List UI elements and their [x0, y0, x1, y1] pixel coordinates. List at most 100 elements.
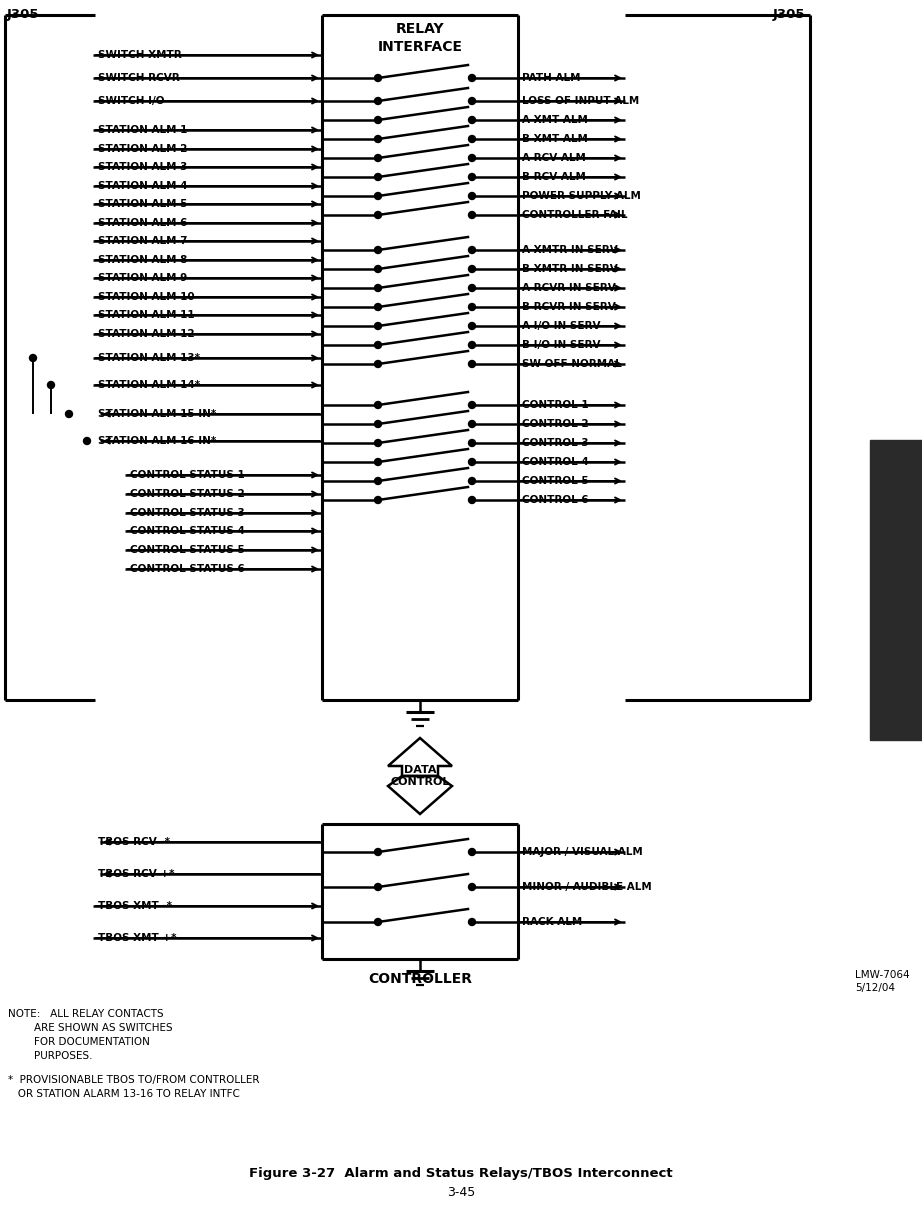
- Text: CONTROL 1: CONTROL 1: [522, 400, 588, 410]
- Text: *  PROVISIONABLE TBOS TO/FROM CONTROLLER: * PROVISIONABLE TBOS TO/FROM CONTROLLER: [8, 1075, 259, 1085]
- Text: MAJOR / VISUAL ALM: MAJOR / VISUAL ALM: [522, 847, 643, 857]
- Circle shape: [374, 246, 382, 253]
- Text: A RCV ALM: A RCV ALM: [522, 153, 585, 163]
- Text: STATION ALM 6: STATION ALM 6: [98, 218, 187, 228]
- Circle shape: [374, 884, 382, 890]
- Circle shape: [374, 135, 382, 142]
- Text: CONTROL STATUS 2: CONTROL STATUS 2: [130, 488, 244, 499]
- Circle shape: [374, 117, 382, 123]
- Circle shape: [468, 174, 476, 181]
- Text: POWER SUPPLY ALM: POWER SUPPLY ALM: [522, 191, 641, 201]
- Text: STATION ALM 11: STATION ALM 11: [98, 310, 195, 320]
- Text: SWITCH I/O: SWITCH I/O: [98, 96, 164, 106]
- Circle shape: [374, 285, 382, 292]
- Text: STATION ALM 4: STATION ALM 4: [98, 181, 187, 191]
- Text: STATION ALM 1: STATION ALM 1: [98, 125, 187, 135]
- Text: 3-45: 3-45: [447, 1187, 475, 1200]
- Circle shape: [468, 98, 476, 105]
- Text: STATION ALM 10: STATION ALM 10: [98, 292, 195, 302]
- Circle shape: [468, 361, 476, 368]
- Circle shape: [30, 355, 37, 362]
- Circle shape: [468, 884, 476, 890]
- Text: A XMTR IN SERV: A XMTR IN SERV: [522, 245, 618, 254]
- Circle shape: [468, 919, 476, 925]
- Text: STATION ALM 13*: STATION ALM 13*: [98, 353, 200, 363]
- Circle shape: [374, 75, 382, 82]
- Circle shape: [468, 341, 476, 349]
- Text: NOTE:   ALL RELAY CONTACTS: NOTE: ALL RELAY CONTACTS: [8, 1009, 163, 1019]
- Circle shape: [468, 458, 476, 466]
- Circle shape: [374, 421, 382, 427]
- Circle shape: [374, 154, 382, 162]
- Text: SWITCH XMTR: SWITCH XMTR: [98, 49, 182, 60]
- Circle shape: [65, 410, 73, 417]
- Text: Figure 3‑27  Alarm and Status Relays/TBOS Interconnect: Figure 3‑27 Alarm and Status Relays/TBOS…: [249, 1166, 673, 1179]
- Text: RELAY
INTERFACE: RELAY INTERFACE: [377, 22, 463, 54]
- Text: J305: J305: [773, 8, 805, 21]
- Text: STATION ALM 16 IN*: STATION ALM 16 IN*: [98, 437, 217, 446]
- Text: CONTROL 3: CONTROL 3: [522, 438, 588, 447]
- Circle shape: [468, 478, 476, 485]
- Circle shape: [468, 304, 476, 310]
- Text: PURPOSES.: PURPOSES.: [8, 1050, 92, 1061]
- Circle shape: [374, 919, 382, 925]
- Text: STATION ALM 7: STATION ALM 7: [98, 236, 187, 246]
- Circle shape: [468, 497, 476, 503]
- Circle shape: [374, 211, 382, 218]
- Text: FOR DOCUMENTATION: FOR DOCUMENTATION: [8, 1037, 150, 1047]
- Circle shape: [374, 98, 382, 105]
- Text: ARE SHOWN AS SWITCHES: ARE SHOWN AS SWITCHES: [8, 1023, 172, 1034]
- Circle shape: [374, 478, 382, 485]
- Text: CONTROL STATUS 6: CONTROL STATUS 6: [130, 564, 244, 574]
- Text: CONTROL 6: CONTROL 6: [522, 494, 588, 505]
- Text: MINOR / AUDIBLE ALM: MINOR / AUDIBLE ALM: [522, 882, 652, 892]
- Text: DATA
CONTROL: DATA CONTROL: [390, 765, 450, 786]
- Text: CONTROL 2: CONTROL 2: [522, 418, 588, 429]
- Text: A RCVR IN SERV: A RCVR IN SERV: [522, 283, 616, 293]
- Text: A I/O IN SERV: A I/O IN SERV: [522, 321, 600, 330]
- Text: SWITCH RCVR: SWITCH RCVR: [98, 74, 180, 83]
- Circle shape: [468, 265, 476, 273]
- Circle shape: [468, 193, 476, 199]
- Text: CONTROL 5: CONTROL 5: [522, 476, 588, 486]
- Circle shape: [374, 265, 382, 273]
- Text: STATION ALM 9: STATION ALM 9: [98, 273, 187, 283]
- Text: LMW-7064
5/12/04: LMW-7064 5/12/04: [855, 970, 910, 994]
- Circle shape: [468, 75, 476, 82]
- Text: PATH ALM: PATH ALM: [522, 74, 581, 83]
- Text: CONTROL STATUS 5: CONTROL STATUS 5: [130, 545, 244, 555]
- Text: STATION ALM 12: STATION ALM 12: [98, 329, 195, 339]
- Text: SW OFF NORMAL: SW OFF NORMAL: [522, 359, 621, 369]
- Text: B RCV ALM: B RCV ALM: [522, 172, 585, 182]
- Text: TBOS RCV -*: TBOS RCV -*: [98, 837, 170, 847]
- Circle shape: [84, 438, 90, 445]
- Circle shape: [468, 117, 476, 123]
- Circle shape: [48, 381, 54, 388]
- Text: LOSS OF INPUT ALM: LOSS OF INPUT ALM: [522, 96, 639, 106]
- Circle shape: [374, 497, 382, 503]
- Text: CONTROLLER: CONTROLLER: [368, 972, 472, 987]
- Circle shape: [374, 193, 382, 199]
- Text: CONTROL STATUS 4: CONTROL STATUS 4: [130, 526, 245, 535]
- Text: TBOS XMT +*: TBOS XMT +*: [98, 933, 176, 943]
- Text: B I/O IN SERV: B I/O IN SERV: [522, 340, 600, 350]
- Circle shape: [374, 849, 382, 855]
- Circle shape: [468, 322, 476, 329]
- Text: STATION ALM 5: STATION ALM 5: [98, 199, 187, 209]
- Text: TBOS XMT -*: TBOS XMT -*: [98, 901, 172, 911]
- Text: CONTROL STATUS 1: CONTROL STATUS 1: [130, 470, 244, 480]
- Text: A XMT ALM: A XMT ALM: [522, 115, 588, 125]
- Circle shape: [468, 849, 476, 855]
- Circle shape: [374, 304, 382, 310]
- Text: B XMTR IN SERV: B XMTR IN SERV: [522, 264, 618, 274]
- Circle shape: [468, 246, 476, 253]
- Circle shape: [468, 439, 476, 446]
- Text: B RCVR IN SERV: B RCVR IN SERV: [522, 302, 616, 312]
- Circle shape: [468, 135, 476, 142]
- Text: CONTROL 4: CONTROL 4: [522, 457, 589, 467]
- Text: STATION ALM 8: STATION ALM 8: [98, 254, 187, 265]
- Circle shape: [374, 458, 382, 466]
- Bar: [870, 440, 922, 740]
- Text: STATION ALM 14*: STATION ALM 14*: [98, 380, 200, 390]
- Circle shape: [374, 322, 382, 329]
